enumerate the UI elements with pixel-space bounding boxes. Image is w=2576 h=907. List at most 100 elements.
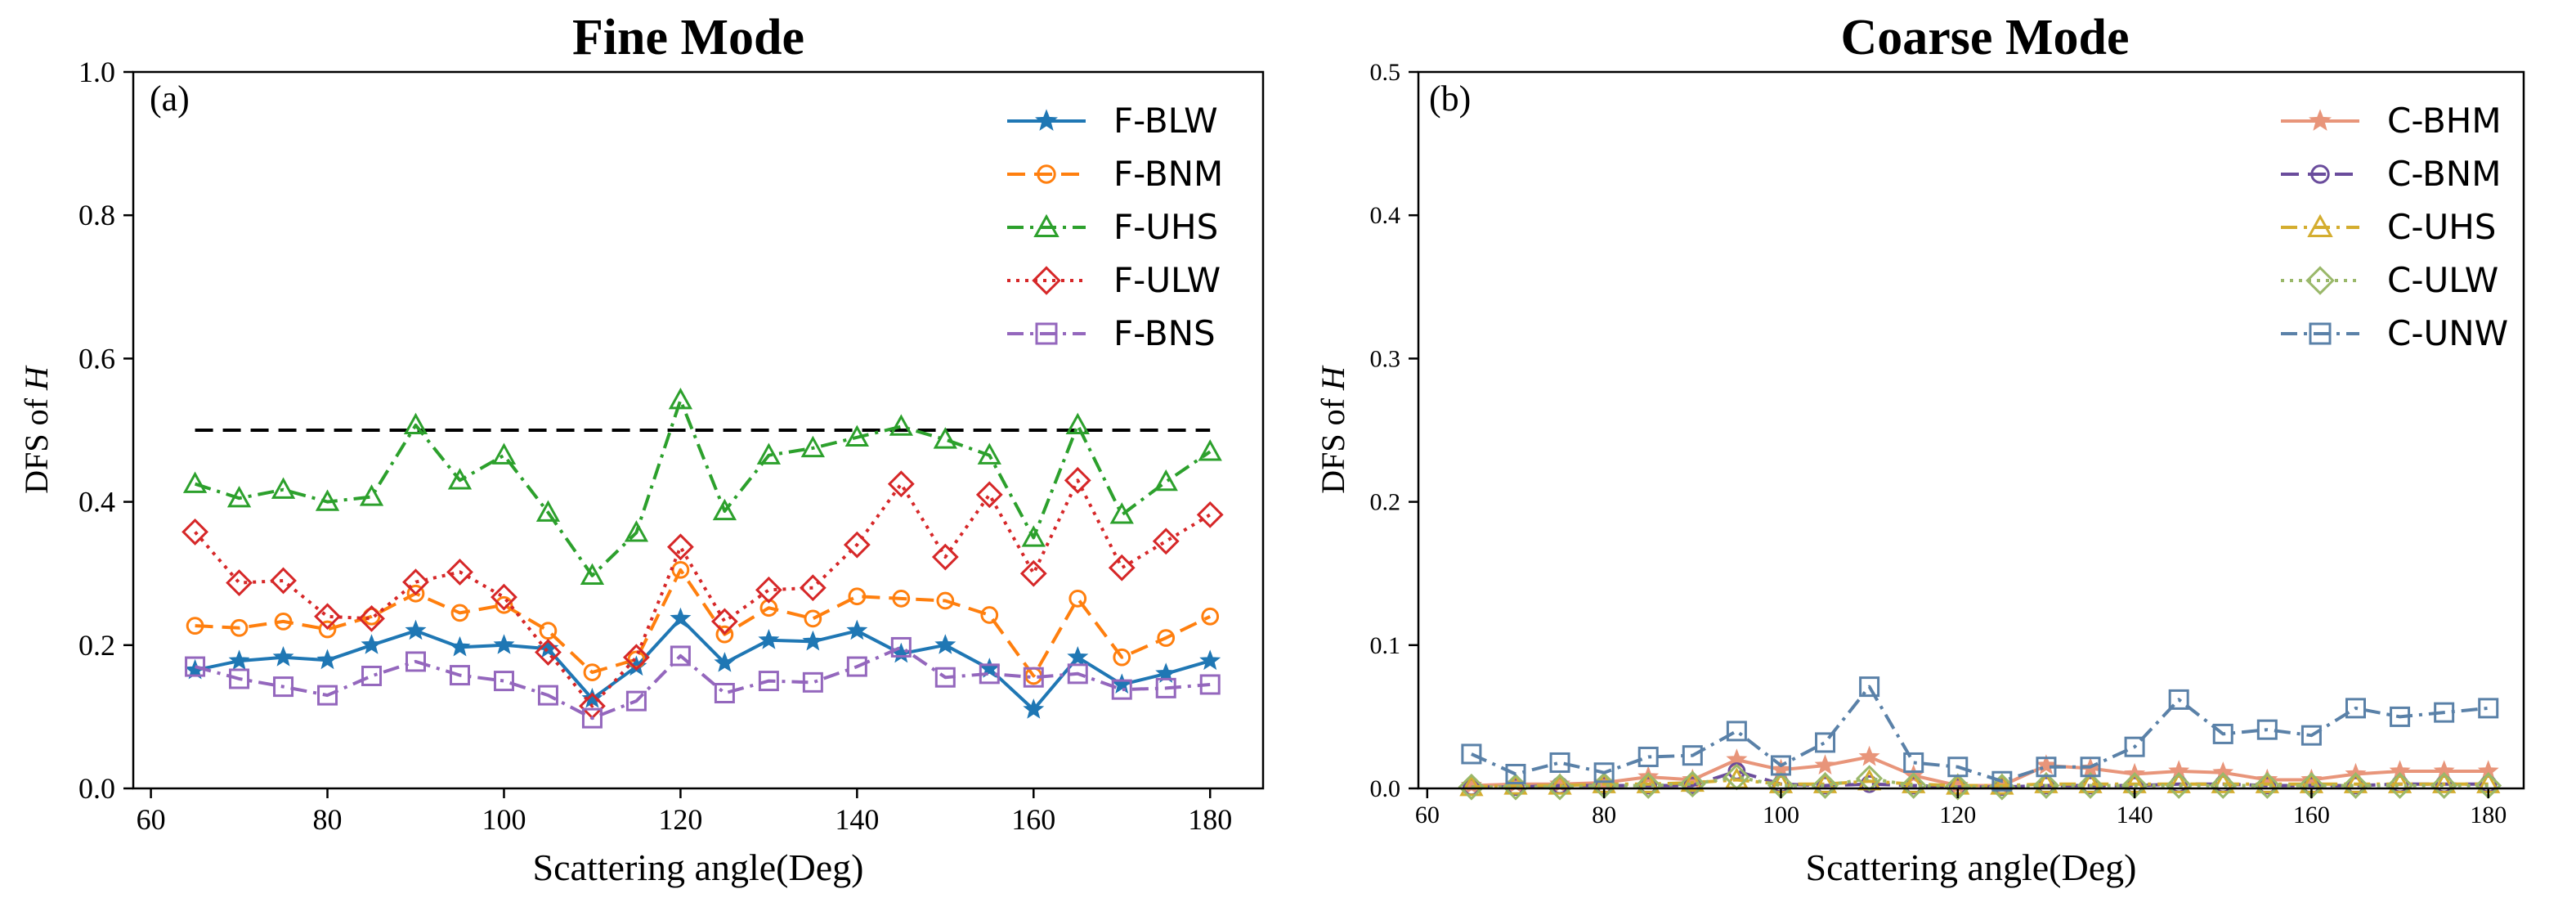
data-point [758, 628, 780, 649]
data-point [755, 576, 782, 604]
x-tick-label: 100 [482, 803, 526, 836]
data-point [666, 533, 694, 561]
data-point [1682, 745, 1703, 766]
legend: C-BHM C-BNM C-UHS C-ULW C-UNW [2281, 101, 2508, 353]
y-tick-label: 0.2 [1370, 489, 1401, 516]
data-point [1947, 757, 1969, 778]
data-point [1548, 773, 1572, 795]
data-point [447, 468, 473, 490]
data-point [2253, 772, 2281, 799]
data-point [804, 609, 822, 628]
legend-marker [1032, 266, 1061, 295]
x-axis-label: Scattering angle(Deg) [1806, 846, 2137, 888]
x-tick-label: 60 [137, 803, 166, 836]
data-point [1111, 673, 1133, 694]
x-tick-label: 60 [1415, 801, 1440, 828]
data-point [2166, 771, 2191, 793]
x-tick-label: 160 [2293, 801, 2330, 828]
data-point [890, 636, 912, 658]
data-point [537, 685, 558, 706]
data-point [493, 671, 514, 692]
data-point [758, 671, 779, 692]
data-point [756, 442, 782, 465]
series-F-BNS [185, 636, 1221, 729]
y-axis-label-prefix: DFS of [18, 390, 55, 494]
data-point [1111, 679, 1132, 700]
y-tick-label: 0.1 [1370, 632, 1401, 659]
data-point [230, 618, 249, 637]
data-point [2211, 771, 2235, 793]
data-point [1990, 773, 2014, 795]
data-point [2430, 772, 2458, 799]
legend-marker [2307, 213, 2333, 238]
x-tick-label: 140 [835, 803, 879, 836]
series-line [1471, 778, 2489, 789]
data-point [977, 442, 1001, 465]
data-point [2256, 719, 2278, 740]
data-point [936, 591, 955, 610]
legend-label: C-BNM [2387, 154, 2501, 194]
data-point [2034, 771, 2059, 793]
data-point [446, 559, 473, 586]
data-point [1503, 773, 1528, 795]
data-point [1858, 745, 1880, 766]
panel-label: (b) [1429, 79, 1471, 119]
legend-label: F-UHS [1113, 207, 1218, 247]
data-point [1155, 662, 1177, 683]
data-point [182, 471, 208, 493]
data-point [1019, 559, 1047, 587]
data-point [2434, 702, 2455, 723]
legend-marker [1037, 164, 1056, 184]
data-point [583, 663, 602, 681]
data-point [1201, 607, 1220, 626]
y-tick-label: 0.0 [78, 772, 115, 805]
legend-marker [1033, 213, 1060, 238]
series-F-BNM [186, 560, 1220, 685]
data-point [623, 644, 650, 671]
y-axis-label-var: H [18, 365, 55, 391]
data-point [1023, 667, 1044, 688]
data-point [1154, 469, 1178, 492]
data-point [844, 424, 869, 447]
data-point [1637, 746, 1659, 767]
data-point [1856, 765, 1884, 793]
data-point [405, 651, 426, 672]
data-point [2386, 772, 2413, 799]
legend-marker [2310, 164, 2330, 184]
data-point [714, 652, 736, 672]
data-point [846, 656, 867, 677]
data-point [314, 603, 341, 631]
data-point [1113, 648, 1131, 667]
data-point [226, 486, 252, 508]
data-point [2255, 771, 2279, 793]
plot-frame [1417, 70, 2525, 790]
data-point [799, 574, 827, 602]
data-point [2343, 771, 2368, 793]
series-C-UNW [1461, 676, 2499, 792]
y-tick-label: 0.6 [78, 342, 115, 375]
data-point [539, 622, 558, 640]
x-tick-label: 80 [1592, 801, 1616, 828]
data-point [1065, 412, 1090, 435]
data-point [2342, 772, 2369, 799]
legend-label: C-UNW [2387, 313, 2508, 353]
chart-panel-1: Fine Mode 60 80 100 120 140 160 180 0.0 0.2 0.4 0.6… [18, 10, 1265, 888]
data-point [2078, 771, 2103, 793]
series-line [1471, 685, 2489, 784]
data-point [1067, 645, 1089, 667]
y-axis-label: DFS of H [18, 365, 55, 494]
y-tick-label: 0.5 [1370, 59, 1401, 86]
legend-label: F-BNS [1113, 313, 1216, 353]
y-tick-label: 1.0 [78, 56, 115, 88]
x-tick-label: 100 [1763, 801, 1799, 828]
data-point [2345, 698, 2366, 719]
data-point [2036, 757, 2057, 778]
data-point [1902, 771, 1926, 793]
data-point [1157, 629, 1176, 647]
data-point [406, 584, 425, 603]
data-point [186, 617, 204, 635]
data-point [1196, 501, 1224, 528]
data-point [1815, 732, 1836, 753]
x-tick-label: 80 [313, 803, 343, 836]
data-point [2032, 772, 2060, 799]
